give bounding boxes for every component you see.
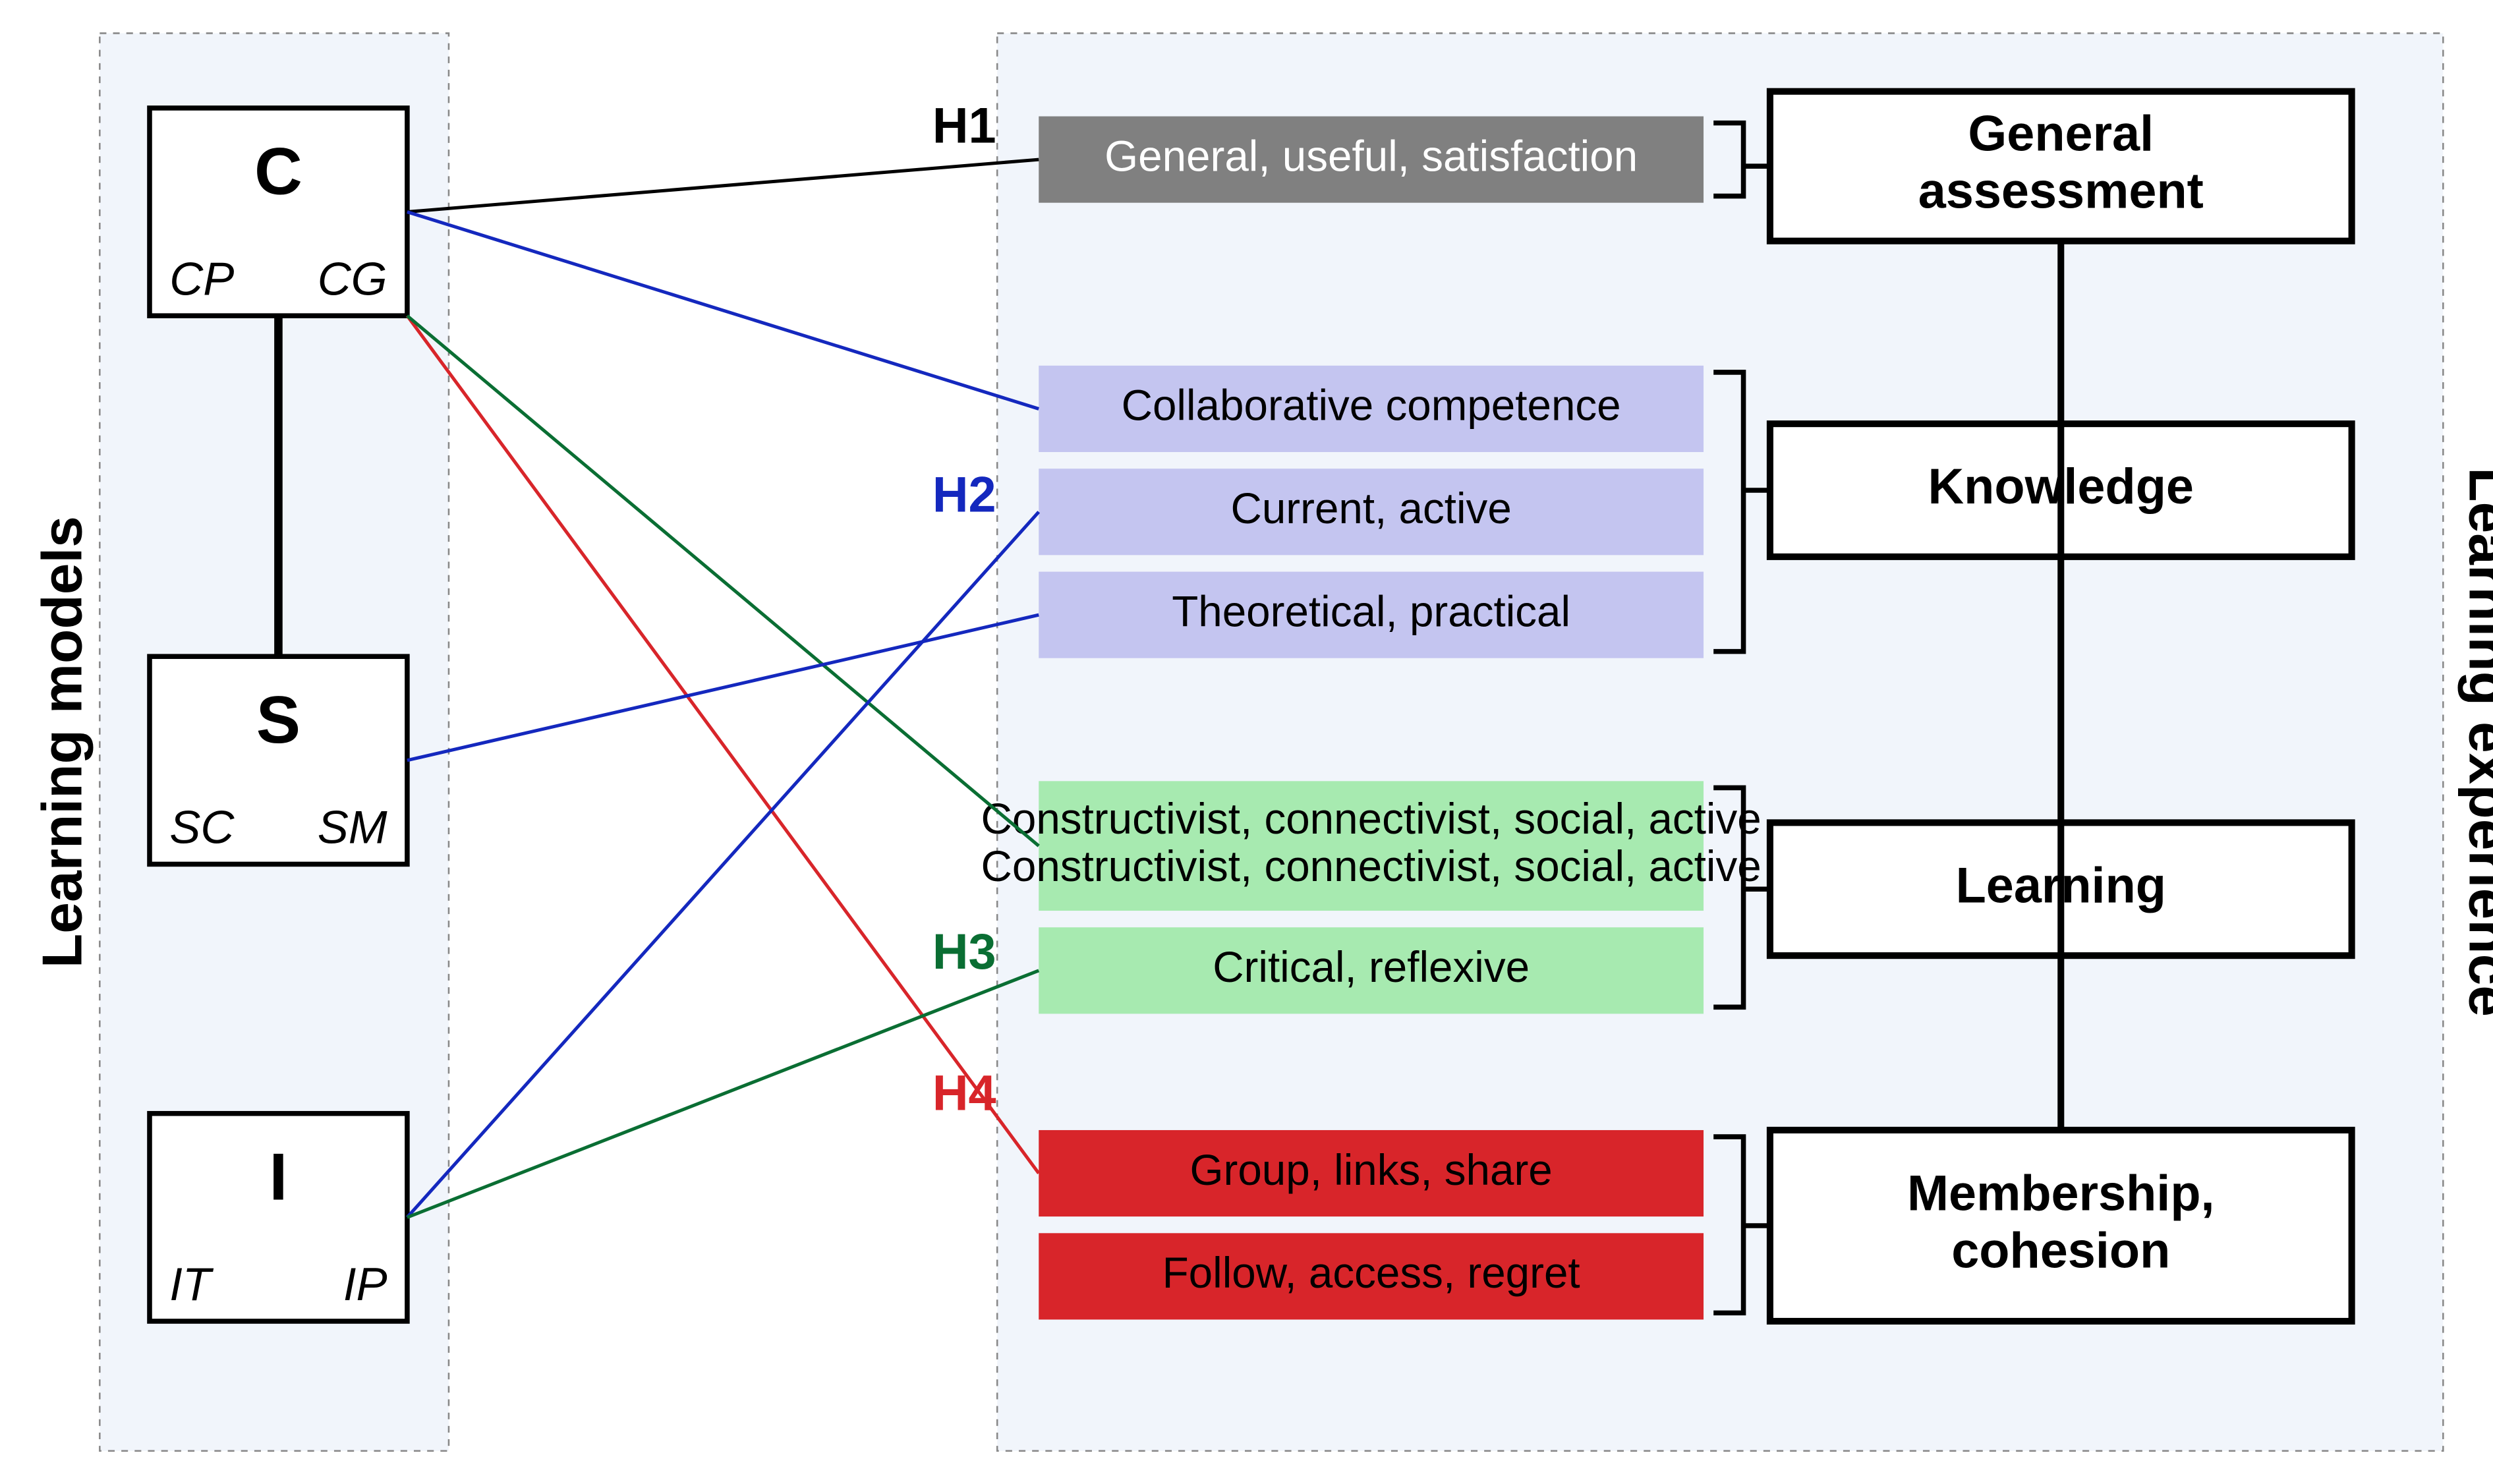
left-panel-title: Learning models	[31, 516, 94, 968]
edge-C-knowledge-0	[407, 212, 1039, 409]
h-label-H2: H2	[932, 468, 996, 523]
item-label-learning-0: Constructivist, connectivist, social, ac…	[981, 842, 1762, 890]
item-label-general-0: General, useful, satisfaction	[1104, 132, 1638, 180]
right-panel-title: Learning experience	[2457, 467, 2493, 1017]
model-label-C: C	[254, 135, 302, 209]
edge-S-knowledge-2	[407, 615, 1039, 760]
category-label-membership: Membership,	[1907, 1166, 2215, 1221]
model-label-I: I	[269, 1140, 287, 1214]
item-label-knowledge-2: Theoretical, practical	[1172, 587, 1570, 635]
item-label-learning-1: Critical, reflexive	[1213, 943, 1530, 991]
item-label-knowledge-0: Collaborative competence	[1122, 382, 1621, 430]
model-sub-left-I: IT	[169, 1258, 214, 1310]
h-label-H1: H1	[932, 99, 996, 154]
model-sub-left-C: CP	[169, 252, 234, 304]
h-label-H3: H3	[932, 925, 996, 980]
edge-C-learning-0	[407, 316, 1039, 846]
model-sub-right-C: CG	[318, 252, 387, 304]
model-sub-right-I: IP	[343, 1258, 387, 1310]
edge-C-membership-0	[407, 316, 1039, 1173]
model-sub-right-S: SM	[318, 801, 387, 853]
category-label-general: General	[1968, 107, 2154, 162]
category-label-membership: cohesion	[1951, 1223, 2170, 1278]
edge-C-general-0	[407, 159, 1039, 212]
item-label-knowledge-1: Current, active	[1230, 484, 1511, 532]
model-sub-left-S: SC	[169, 801, 235, 853]
item-label-membership-0: Group, links, share	[1190, 1146, 1553, 1194]
item-label-learning-0: Constructivist, connectivist, social, ac…	[981, 795, 1762, 843]
category-label-general: assessment	[1918, 164, 2204, 219]
item-label-membership-1: Follow, access, regret	[1162, 1249, 1580, 1297]
model-label-S: S	[256, 683, 301, 757]
